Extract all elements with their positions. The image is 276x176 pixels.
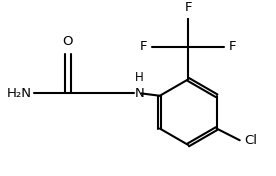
Text: H₂N: H₂N: [7, 87, 32, 100]
Text: H: H: [135, 71, 144, 84]
Text: O: O: [63, 35, 73, 48]
Text: F: F: [184, 1, 192, 14]
Text: Cl: Cl: [245, 134, 258, 147]
Text: F: F: [229, 40, 236, 53]
Text: F: F: [140, 40, 148, 53]
Text: N: N: [135, 87, 145, 100]
